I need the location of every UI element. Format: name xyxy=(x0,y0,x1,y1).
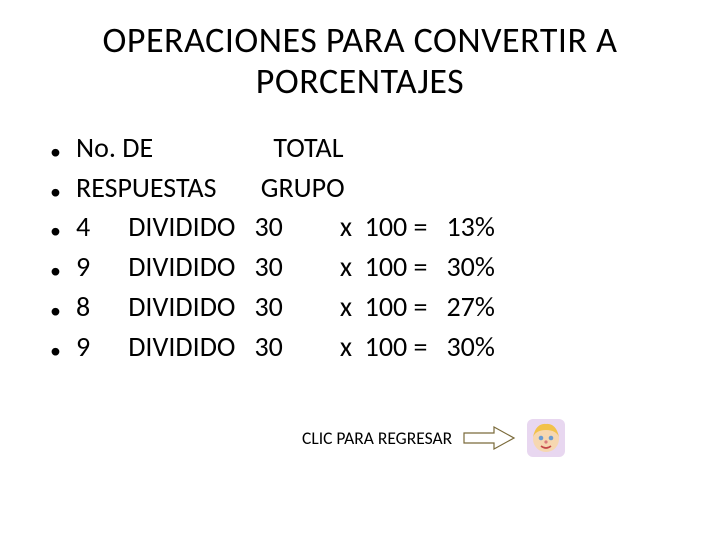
bullet-icon xyxy=(50,208,76,248)
data-line: 9 DIVIDIDO 30 x 100 = 30% xyxy=(76,328,720,366)
list-item: No. DE TOTAL xyxy=(50,129,720,169)
table-row: 9 DIVIDIDO 30 x 100 = 30% xyxy=(50,248,720,288)
data-line: 8 DIVIDIDO 30 x 100 = 27% xyxy=(76,288,720,326)
eye-icon xyxy=(549,436,554,441)
table-row: 9 DIVIDIDO 30 x 100 = 30% xyxy=(50,328,720,368)
bullet-icon xyxy=(50,129,76,169)
data-line: 9 DIVIDIDO 30 x 100 = 30% xyxy=(76,248,720,286)
bullet-icon xyxy=(50,328,76,368)
face-avatar-icon xyxy=(526,418,566,458)
table-row: 8 DIVIDIDO 30 x 100 = 27% xyxy=(50,288,720,328)
nose-icon xyxy=(545,440,548,443)
header-line-2: RESPUESTAS GRUPO xyxy=(76,169,720,207)
list-item: RESPUESTAS GRUPO xyxy=(50,169,720,209)
arrow-shape xyxy=(464,427,514,449)
arrow-right-icon xyxy=(462,424,516,452)
table-row: 4 DIVIDIDO 30 x 100 = 13% xyxy=(50,208,720,248)
eye-icon xyxy=(539,436,544,441)
back-link-label: CLIC PARA REGRESAR xyxy=(302,427,452,449)
bullet-list: No. DE TOTAL RESPUESTAS GRUPO 4 DIVIDIDO… xyxy=(0,121,720,368)
bullet-icon xyxy=(50,169,76,209)
slide-title: OPERACIONES PARA CONVERTIR A PORCENTAJES xyxy=(0,0,720,121)
bullet-icon xyxy=(50,248,76,288)
data-line: 4 DIVIDIDO 30 x 100 = 13% xyxy=(76,208,720,246)
bullet-icon xyxy=(50,288,76,328)
header-line-1: No. DE TOTAL xyxy=(76,129,720,167)
back-navigation[interactable]: CLIC PARA REGRESAR xyxy=(302,418,566,458)
